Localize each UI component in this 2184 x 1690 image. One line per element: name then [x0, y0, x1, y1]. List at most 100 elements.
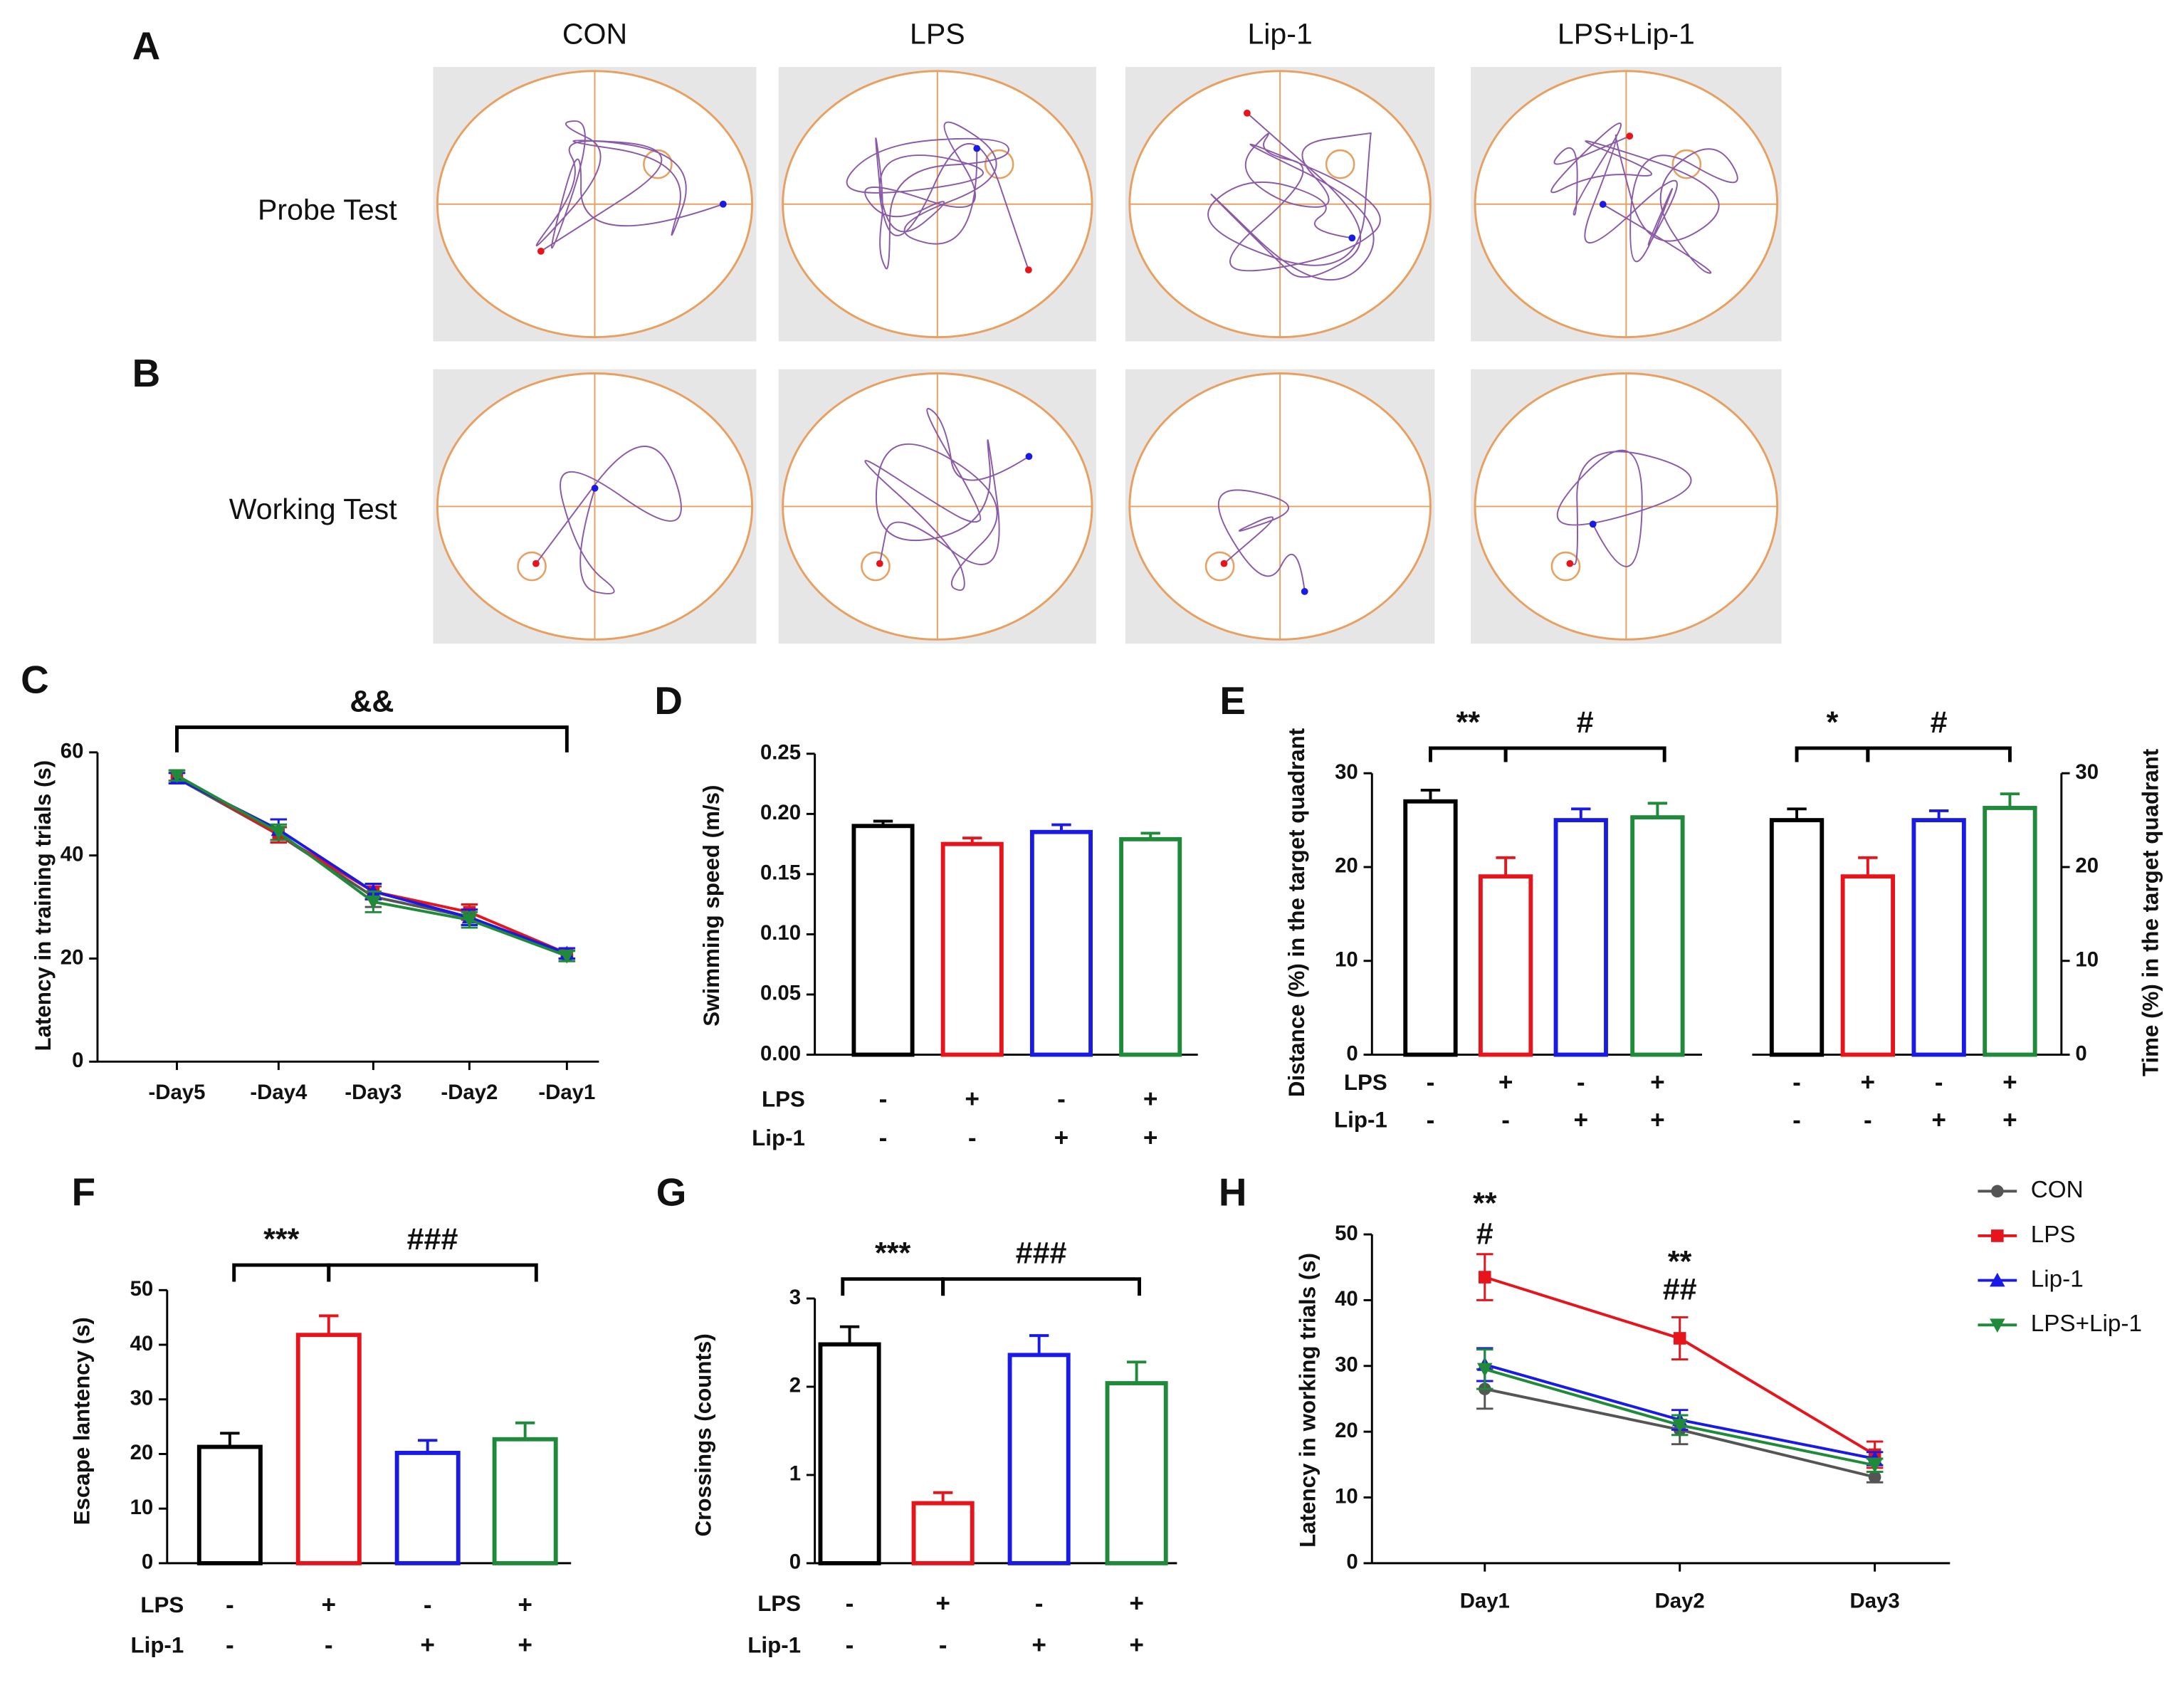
- legend-marker: [1991, 1185, 2004, 1198]
- condition-sign: +: [1650, 1106, 1665, 1134]
- condition-sign: +: [1931, 1106, 1946, 1134]
- panel-letter: H: [1219, 1170, 1247, 1214]
- condition-sign: -: [1057, 1085, 1066, 1113]
- y-tick-label: 0.00: [760, 1041, 801, 1065]
- significance-bracket: [175, 725, 569, 752]
- y-tick-label: 40: [1335, 1287, 1358, 1311]
- condition-sign: -: [1864, 1106, 1872, 1134]
- bar: [295, 1333, 362, 1565]
- y-tick-label: 3: [789, 1286, 801, 1309]
- significance-bracket: [1429, 746, 1508, 762]
- condition-name: Lip-1: [747, 1633, 801, 1658]
- y-axis-label: Distance (%) in the target quadrant: [1284, 728, 1309, 1097]
- bar: [851, 824, 915, 1057]
- condition-sign: -: [879, 1124, 888, 1152]
- start-point: [1589, 520, 1597, 528]
- condition-name: LPS: [762, 1086, 805, 1111]
- significance-bracket: [1503, 746, 1666, 762]
- legend-label: CON: [2031, 1177, 2084, 1203]
- bar: [492, 1437, 558, 1565]
- panel-letter: D: [654, 678, 683, 723]
- condition-sign: -: [325, 1632, 333, 1659]
- trajectory: [535, 120, 724, 252]
- condition-sign: -: [1427, 1106, 1435, 1134]
- marker: [365, 896, 382, 910]
- condition-sign: +: [1129, 1590, 1144, 1617]
- column-header: CON: [562, 18, 627, 51]
- y-tick-label: 20: [1335, 1419, 1358, 1442]
- start-point: [1025, 453, 1033, 461]
- row-label: Probe Test: [258, 193, 397, 226]
- legend-label: LPS+Lip-1: [2031, 1311, 2142, 1337]
- condition-sign: +: [2002, 1106, 2017, 1134]
- condition-sign: -: [1792, 1069, 1801, 1096]
- significance-label: *: [1827, 705, 1839, 740]
- start-point: [1599, 201, 1607, 208]
- bar: [1840, 874, 1895, 1057]
- y-tick-label: 1: [789, 1462, 801, 1486]
- marker: [1671, 1419, 1688, 1433]
- bar: [940, 841, 1004, 1057]
- significance-bracket: [232, 1263, 331, 1282]
- condition-sign: +: [1861, 1069, 1876, 1096]
- y2-tick-label: 10: [2075, 948, 2099, 972]
- trajectory: [535, 446, 682, 594]
- x-tick-label: -Day1: [538, 1081, 595, 1104]
- platform: [643, 149, 673, 179]
- end-point: [876, 560, 883, 567]
- y-tick-label: 0.25: [760, 741, 801, 765]
- condition-sign: -: [1501, 1106, 1510, 1134]
- end-point: [1566, 560, 1574, 567]
- significance-bracket: [1866, 746, 2012, 762]
- end-point: [1243, 109, 1251, 117]
- condition-sign: +: [1650, 1069, 1665, 1096]
- y-tick-label: 40: [61, 842, 84, 866]
- y-tick-label: 30: [130, 1386, 154, 1410]
- platform: [1204, 551, 1235, 582]
- y-tick-label: 0.10: [760, 921, 801, 945]
- x-tick-label: -Day5: [149, 1081, 206, 1104]
- marker: [1868, 1471, 1881, 1484]
- y-axis-label: Latency in working trials (s): [1296, 1253, 1321, 1548]
- y2-tick-label: 0: [2075, 1041, 2086, 1065]
- y-tick-label: 40: [130, 1332, 154, 1355]
- significance-bracket: [841, 1277, 945, 1296]
- marker: [559, 950, 575, 964]
- trajectory: [1207, 112, 1381, 281]
- y-tick-label: 30: [1335, 1353, 1358, 1377]
- y-tick-label: 0: [1346, 1550, 1358, 1574]
- bar: [1478, 874, 1533, 1057]
- column-header: Lip-1: [1247, 18, 1312, 51]
- bar: [1630, 815, 1685, 1057]
- condition-sign: -: [1035, 1590, 1044, 1617]
- condition-sign: +: [1054, 1124, 1069, 1152]
- condition-sign: -: [846, 1590, 854, 1617]
- start-point: [1348, 234, 1356, 242]
- condition-sign: +: [321, 1591, 336, 1619]
- platform: [1671, 149, 1702, 179]
- bar: [1105, 1381, 1168, 1565]
- start-point: [973, 145, 981, 152]
- condition-name: Lip-1: [1334, 1108, 1387, 1133]
- condition-sign: -: [226, 1591, 234, 1619]
- legend-marker: [1991, 1229, 2004, 1242]
- panel-letter: G: [656, 1170, 687, 1214]
- significance-label: ##: [1663, 1273, 1697, 1307]
- column-header: LPS: [910, 18, 965, 51]
- condition-sign: +: [1498, 1069, 1513, 1096]
- condition-sign: +: [1031, 1632, 1046, 1659]
- condition-name: Lip-1: [131, 1633, 184, 1658]
- condition-sign: +: [420, 1632, 435, 1659]
- trajectory: [1556, 449, 1692, 567]
- significance-label: **: [1473, 1186, 1497, 1220]
- x-tick-label: -Day2: [441, 1081, 498, 1104]
- y-axis-label: Escape lantency (s): [70, 1317, 95, 1525]
- bar: [196, 1444, 263, 1565]
- panel-letter: E: [1219, 678, 1246, 723]
- x-tick-label: Day1: [1460, 1589, 1510, 1612]
- significance-label: &&: [350, 685, 394, 719]
- marker: [1478, 1271, 1491, 1284]
- marker: [1673, 1332, 1686, 1345]
- significance-label: #: [1931, 705, 1948, 740]
